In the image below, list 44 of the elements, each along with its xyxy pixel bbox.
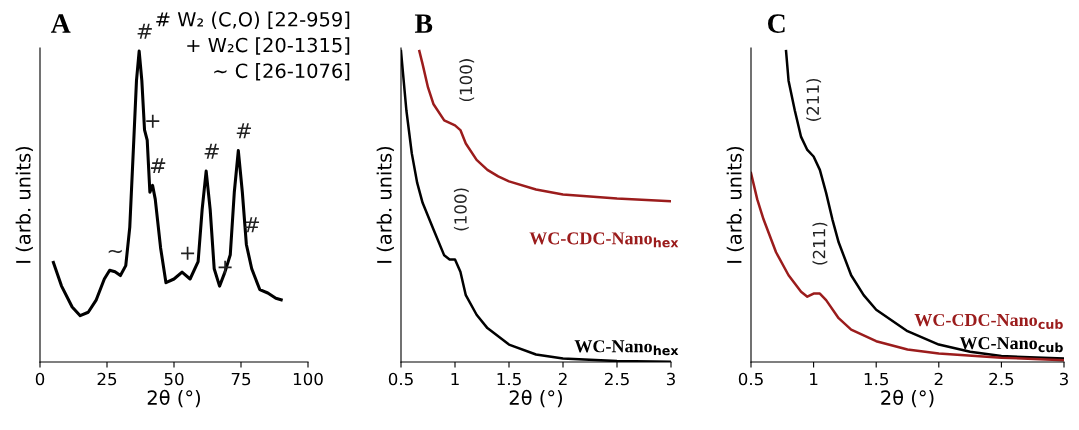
y-axis-title: I (arb. units): [376, 146, 394, 263]
annotation: +: [146, 114, 160, 128]
x-tick-label: 25: [97, 372, 117, 386]
series-label: WC-CDC-Nano$_{cub}$: [914, 313, 1063, 330]
annotation: (100): [459, 59, 475, 102]
annotation: #: [150, 158, 166, 174]
annotation: (100): [453, 188, 469, 231]
x-tick-label: 1.5: [864, 372, 888, 386]
text: # W₂ (C,O) [22-959]: [156, 11, 350, 29]
series-label: WC-Nano$_{hex}$: [574, 340, 679, 356]
x-tick-label: 0: [35, 372, 45, 386]
x-axis-title: 2θ (°): [147, 389, 200, 408]
x-tick-label: 1.5: [497, 372, 521, 386]
chart-title: A: [50, 14, 71, 33]
x-tick-label: 2.5: [989, 372, 1014, 386]
annotation: (211): [812, 222, 828, 265]
x-axis-title: 2θ (°): [509, 389, 562, 408]
annotation: ~: [108, 249, 122, 254]
x-tick-label: 1: [451, 372, 459, 386]
chart-title: B: [414, 14, 433, 33]
annotation: (211): [806, 79, 822, 121]
x-tick-label: 2.5: [604, 372, 629, 386]
x-tick-label: 2: [558, 372, 567, 386]
chart-title: C: [768, 14, 785, 33]
y-axis-title: I (arb. units): [15, 146, 33, 263]
x-tick-label: 3: [666, 372, 675, 386]
x-tick-label: 3: [1059, 372, 1068, 386]
x-tick-label: 0.5: [738, 372, 763, 386]
series-label: WC-CDC-Nano$_{hex}$: [529, 232, 679, 248]
x-axis-title: 2θ (°): [881, 389, 934, 408]
annotation: + W₂C [20-1315]: [187, 37, 350, 55]
x-tick-label: 50: [164, 372, 184, 386]
annotation: ~ C [26-1076]: [214, 63, 350, 81]
x-tick-label: 100: [293, 372, 323, 386]
annotation: #: [204, 143, 219, 159]
annotation: +: [181, 246, 195, 260]
series-label: WC-Nano$_{cub}$: [959, 337, 1063, 353]
annotation: #: [137, 23, 152, 39]
annotation: #: [236, 123, 252, 139]
x-tick-label: 2: [934, 372, 943, 386]
x-tick-label: 1: [810, 372, 818, 386]
y-axis-title: I (arb. units): [726, 146, 744, 263]
x-tick-label: 75: [231, 372, 251, 386]
x-tick-label: 0.5: [388, 372, 413, 386]
